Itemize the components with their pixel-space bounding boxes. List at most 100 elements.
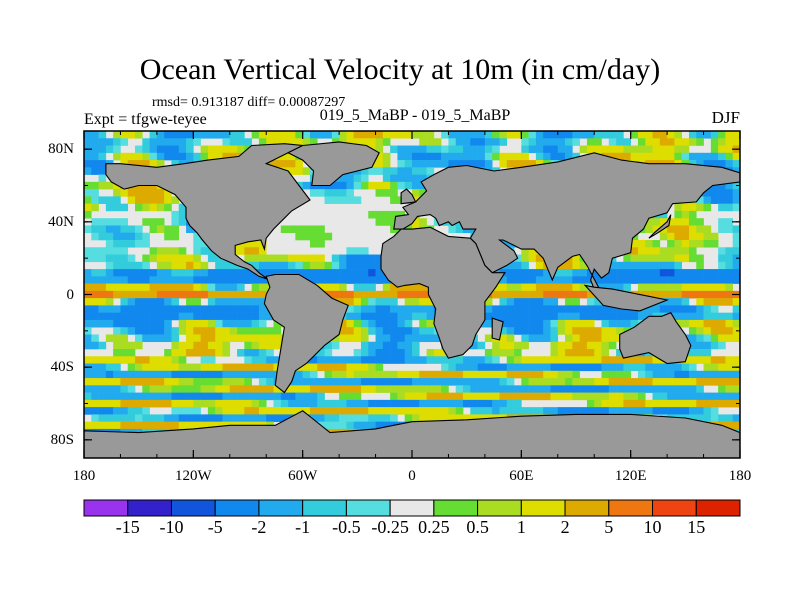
field-cell [579, 327, 588, 335]
field-cell [98, 341, 107, 350]
field-cell [317, 392, 325, 401]
field-cell [696, 414, 704, 422]
field-cell [317, 254, 325, 263]
field-cell [572, 305, 580, 313]
field-cell [390, 145, 398, 154]
field-cell [302, 261, 311, 270]
field-cell [368, 370, 376, 379]
field-cell [91, 414, 99, 422]
field-cell [492, 407, 500, 415]
field-cell [477, 370, 486, 379]
field-cell [120, 240, 129, 248]
field-cell [688, 356, 697, 364]
field-cell [535, 160, 544, 168]
field-cell [324, 341, 333, 350]
field-cell [164, 385, 172, 393]
field-cell [390, 167, 398, 175]
field-cell [718, 399, 726, 408]
field-cell [149, 189, 158, 197]
field-cell [324, 421, 333, 430]
field-cell [113, 131, 121, 139]
field-cell [149, 319, 158, 328]
field-cell [667, 283, 675, 292]
field-cell [229, 312, 238, 321]
field-cell [419, 334, 427, 343]
field-cell [207, 131, 216, 139]
season-label: DJF [711, 108, 740, 127]
field-cell [222, 341, 231, 350]
field-cell [572, 283, 580, 292]
field-cell [171, 152, 180, 161]
field-cell [535, 276, 544, 284]
field-cell [594, 305, 602, 313]
field-cell [594, 407, 602, 415]
colorbar-label: -15 [115, 517, 140, 537]
field-cell [324, 363, 333, 372]
field-cell [360, 319, 369, 328]
field-cell [623, 138, 631, 146]
field-cell [215, 349, 223, 357]
field-cell [288, 225, 296, 234]
field-cell [572, 312, 580, 321]
field-cell [91, 254, 99, 263]
field-cell [550, 349, 559, 357]
field-cell [703, 399, 712, 408]
field-cell [382, 334, 391, 343]
colorbar-swatch [258, 499, 304, 517]
field-cell [674, 261, 682, 270]
field-cell [557, 261, 566, 270]
field-cell [463, 363, 471, 372]
field-cell [703, 290, 712, 299]
field-cell [696, 261, 704, 270]
field-cell [521, 283, 529, 292]
field-cell [696, 298, 704, 306]
field-cell [120, 290, 129, 299]
field-cell [470, 145, 478, 154]
field-cell [506, 378, 515, 386]
field-cell [207, 392, 216, 401]
field-cell [280, 399, 289, 408]
colorbar-swatch [608, 499, 654, 517]
field-cell [135, 399, 143, 408]
field-cell [637, 407, 646, 415]
field-cell [142, 203, 150, 212]
field-cell [696, 203, 704, 212]
field-cell [412, 298, 420, 306]
field-cell [725, 290, 734, 299]
field-cell [309, 407, 318, 415]
field-cell [463, 145, 471, 154]
field-cell [207, 363, 216, 372]
field-cell [156, 378, 165, 386]
field-cell [193, 152, 201, 161]
field-cell [193, 247, 201, 255]
field-cell [331, 334, 340, 343]
field-cell [135, 203, 143, 212]
field-cell [499, 378, 508, 386]
field-cell [688, 363, 697, 372]
field-cell [608, 131, 617, 139]
field-cell [594, 298, 602, 306]
field-cell [616, 261, 624, 270]
field-cell [105, 414, 114, 422]
field-cell [339, 283, 347, 292]
field-cell [193, 269, 201, 277]
colorbar [83, 499, 741, 517]
field-cell [732, 196, 740, 204]
field-cell [91, 283, 99, 292]
field-cell [98, 232, 107, 241]
field-cell [521, 254, 529, 263]
field-cell [229, 363, 238, 372]
field-cell [681, 312, 690, 321]
field-cell [171, 196, 180, 204]
field-cell [521, 407, 529, 415]
field-cell [696, 196, 704, 204]
field-cell [105, 392, 114, 401]
field-cell [506, 276, 515, 284]
field-cell [645, 247, 653, 255]
field-cell [251, 407, 260, 415]
field-cell [433, 385, 442, 393]
field-cell [514, 305, 522, 313]
field-cell [528, 145, 537, 154]
field-cell [156, 334, 165, 343]
field-cell [674, 131, 682, 139]
